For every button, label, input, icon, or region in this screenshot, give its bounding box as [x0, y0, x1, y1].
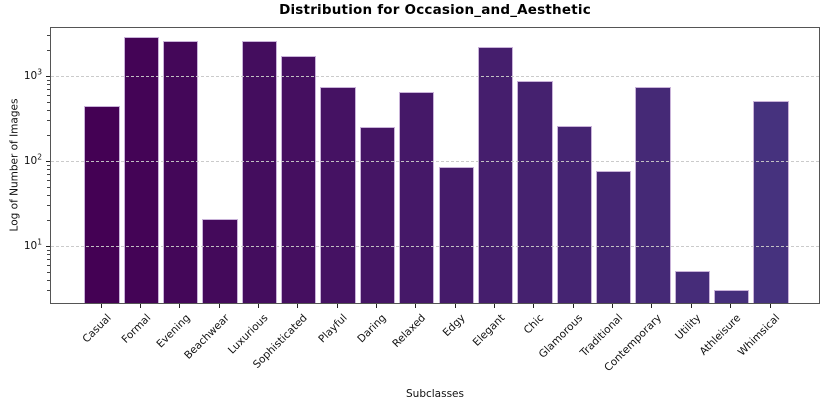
ytick-minor-8: [47, 254, 50, 255]
ytick-minor-60: [47, 180, 50, 181]
bar-chic: [517, 81, 553, 303]
bar-relaxed: [399, 92, 435, 303]
xtick-label-utility: Utility: [673, 312, 704, 343]
bar-playful: [320, 86, 356, 303]
xtick-label-daring: Daring: [355, 312, 389, 346]
bar-luxurious: [241, 41, 278, 303]
gridline-1000: [51, 76, 819, 77]
xtick-luxurious: [257, 304, 259, 308]
plot-area: [50, 27, 820, 304]
gridline-100: [51, 161, 819, 162]
bar-traditional: [595, 170, 632, 303]
bar-elegant: [477, 46, 514, 303]
bar-daring: [359, 127, 396, 303]
bar-casual: [84, 106, 120, 303]
xtick-label-elegant: Elegant: [470, 312, 507, 349]
bar-glamorous: [556, 125, 592, 303]
xtick-daring: [375, 304, 377, 308]
ytick-minor-80: [47, 169, 50, 170]
xtick-glamorous: [572, 304, 574, 308]
x-axis-label: Subclasses: [406, 388, 464, 400]
bar-athleisure: [713, 289, 750, 303]
ytick-minor-3000: [47, 35, 50, 36]
xtick-elegant: [494, 304, 495, 308]
xtick-label-formal: Formal: [119, 312, 153, 346]
ytick-minor-700: [47, 89, 50, 90]
gridline-10: [51, 246, 819, 247]
ytick-minor-50: [47, 187, 50, 188]
ytick-minor-20: [47, 220, 50, 221]
xtick-label-casual: Casual: [80, 312, 114, 346]
bar-sophisticated: [281, 55, 317, 303]
ytick-label-1000: 103: [23, 67, 42, 82]
xtick-whimsical: [769, 304, 771, 308]
xtick-label-edgy: Edgy: [440, 312, 468, 340]
xtick-label-playful: Playful: [316, 312, 350, 346]
bar-formal: [123, 37, 159, 303]
ytick-minor-800: [47, 84, 50, 85]
ytick-minor-5: [47, 272, 50, 273]
xtick-casual: [100, 304, 102, 308]
xtick-relaxed: [415, 304, 417, 308]
xtick-utility: [690, 304, 692, 308]
xtick-beachwear: [218, 304, 220, 308]
xtick-label-chic: Chic: [521, 312, 547, 337]
xtick-playful: [336, 304, 338, 308]
ytick-minor-200: [47, 135, 50, 136]
ytick-minor-40: [47, 195, 50, 196]
xtick-label-whimsical: Whimsical: [736, 312, 783, 359]
bar-contemporary: [635, 87, 671, 303]
ytick-1000: [46, 76, 50, 77]
bar-whimsical: [753, 101, 789, 303]
bar-evening: [163, 40, 199, 303]
xtick-evening: [179, 304, 181, 308]
bar-edgy: [438, 166, 474, 303]
xtick-chic: [533, 304, 535, 308]
bar-beachwear: [202, 219, 238, 303]
ytick-minor-7: [47, 259, 50, 260]
y-axis-label: Log of Number of Images: [8, 98, 21, 232]
ytick-10: [46, 246, 50, 247]
xtick-traditional: [612, 304, 613, 308]
ytick-minor-400: [47, 110, 50, 111]
ytick-minor-70: [47, 174, 50, 175]
xtick-contemporary: [651, 304, 653, 308]
ytick-label-100: 102: [23, 152, 42, 167]
ytick-minor-300: [47, 120, 50, 121]
xtick-label-evening: Evening: [153, 312, 193, 351]
xtick-label-relaxed: Relaxed: [390, 312, 429, 350]
xtick-athleisure: [730, 304, 732, 308]
xtick-edgy: [454, 304, 456, 308]
ytick-minor-600: [47, 95, 50, 96]
ytick-label-10: 101: [23, 237, 42, 252]
chart-title: Distribution for Occasion_and_Aesthetic: [279, 2, 591, 18]
ytick-minor-3: [47, 290, 50, 291]
ytick-minor-90: [47, 165, 50, 166]
ytick-minor-4: [47, 280, 50, 281]
ytick-minor-500: [47, 102, 50, 103]
xtick-formal: [139, 304, 141, 308]
ytick-minor-900: [47, 80, 50, 81]
bar-utility: [674, 270, 710, 303]
ytick-minor-6: [47, 265, 50, 266]
ytick-100: [46, 161, 50, 162]
ytick-minor-9: [47, 250, 50, 251]
ytick-minor-30: [47, 205, 50, 206]
xtick-sophisticated: [297, 304, 299, 308]
ytick-minor-2000: [47, 50, 50, 51]
